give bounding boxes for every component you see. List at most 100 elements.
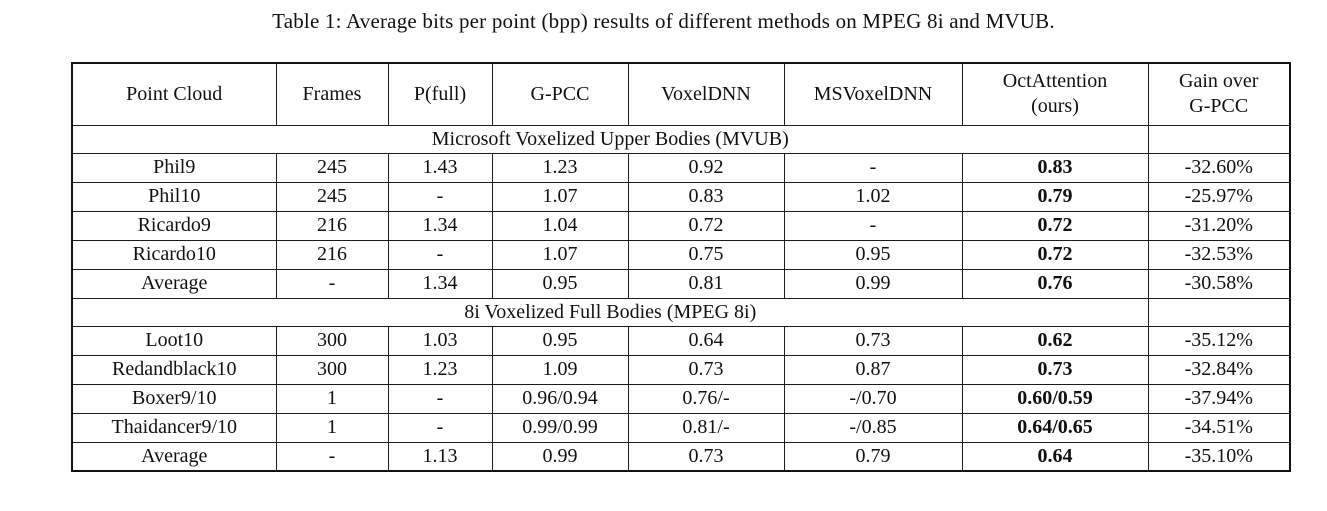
cell: -/0.85 — [783, 412, 963, 443]
cell-gain: -30.58% — [1147, 268, 1291, 299]
cell: - — [783, 210, 963, 241]
col-header-msvoxeldnn: MSVoxelDNN — [783, 62, 963, 126]
cell-gain: -37.94% — [1147, 383, 1291, 414]
cell: 1.07 — [491, 181, 629, 212]
cell: 0.99/0.99 — [491, 412, 629, 443]
cell-gain: -32.60% — [1147, 152, 1291, 183]
cell-octattention: 0.79 — [961, 181, 1149, 212]
cell-octattention: 0.83 — [961, 152, 1149, 183]
cell: 0.81 — [627, 268, 785, 299]
cell: 1.43 — [387, 152, 493, 183]
cell: 0.73 — [627, 441, 785, 472]
cell-octattention: 0.72 — [961, 210, 1149, 241]
cell: 0.83 — [627, 181, 785, 212]
cell: Ricardo9 — [71, 210, 277, 241]
cell-gain: -31.20% — [1147, 210, 1291, 241]
cell-gain: -35.10% — [1147, 441, 1291, 472]
cell: Phil10 — [71, 181, 277, 212]
col-header-p-full: P(full) — [387, 62, 493, 126]
section-header-mpeg8i: 8i Voxelized Full Bodies (MPEG 8i) — [71, 297, 1291, 327]
cell-gain: -32.53% — [1147, 239, 1291, 270]
table-row-phil9: Phil9 245 1.43 1.23 0.92 - 0.83 -32.60% — [71, 152, 1291, 183]
section-empty-cell — [1147, 124, 1291, 154]
cell: Average — [71, 268, 277, 299]
table-row-mpeg8i-average: Average - 1.13 0.99 0.73 0.79 0.64 -35.1… — [71, 441, 1291, 472]
cell: 1.09 — [491, 354, 629, 385]
cell: 1.13 — [387, 441, 493, 472]
cell: 245 — [275, 152, 389, 183]
cell: Loot10 — [71, 325, 277, 356]
table-row-loot10: Loot10 300 1.03 0.95 0.64 0.73 0.62 -35.… — [71, 325, 1291, 356]
cell: 216 — [275, 210, 389, 241]
cell: - — [387, 383, 493, 414]
cell: 0.92 — [627, 152, 785, 183]
cell: 1.02 — [783, 181, 963, 212]
table-row-boxer: Boxer9/10 1 - 0.96/0.94 0.76/- -/0.70 0.… — [71, 383, 1291, 414]
cell: - — [387, 239, 493, 270]
col-header-octattention: OctAttention (ours) — [961, 62, 1149, 126]
cell: 0.99 — [783, 268, 963, 299]
col-header-point-cloud: Point Cloud — [71, 62, 277, 126]
cell: Phil9 — [71, 152, 277, 183]
cell: 0.96/0.94 — [491, 383, 629, 414]
cell: - — [387, 412, 493, 443]
cell: 1.23 — [491, 152, 629, 183]
cell: 0.64 — [627, 325, 785, 356]
cell: Average — [71, 441, 277, 472]
cell: 216 — [275, 239, 389, 270]
table-row-phil10: Phil10 245 - 1.07 0.83 1.02 0.79 -25.97% — [71, 181, 1291, 212]
cell: Redandblack10 — [71, 354, 277, 385]
cell: 1.04 — [491, 210, 629, 241]
cell: 1.23 — [387, 354, 493, 385]
table-row-thaidancer: Thaidancer9/10 1 - 0.99/0.99 0.81/- -/0.… — [71, 412, 1291, 443]
cell: 300 — [275, 354, 389, 385]
section-header-mvub: Microsoft Voxelized Upper Bodies (MVUB) — [71, 124, 1291, 154]
cell-gain: -32.84% — [1147, 354, 1291, 385]
cell-gain: -35.12% — [1147, 325, 1291, 356]
cell-octattention: 0.62 — [961, 325, 1149, 356]
cell: 1 — [275, 412, 389, 443]
cell: 1 — [275, 383, 389, 414]
table-caption: Table 1: Average bits per point (bpp) re… — [272, 9, 1055, 33]
section-empty-cell — [1147, 297, 1291, 327]
cell-octattention: 0.64/0.65 — [961, 412, 1149, 443]
col-header-gain-over-gpcc: Gain over G-PCC — [1147, 62, 1291, 126]
cell: 1.34 — [387, 210, 493, 241]
cell: 0.73 — [627, 354, 785, 385]
cell: -/0.70 — [783, 383, 963, 414]
cell-octattention: 0.64 — [961, 441, 1149, 472]
cell: - — [275, 268, 389, 299]
cell: 300 — [275, 325, 389, 356]
cell: 0.79 — [783, 441, 963, 472]
cell: 0.73 — [783, 325, 963, 356]
cell: 0.87 — [783, 354, 963, 385]
cell-octattention: 0.76 — [961, 268, 1149, 299]
cell: 0.95 — [491, 268, 629, 299]
cell: 0.76/- — [627, 383, 785, 414]
col-header-gpcc: G-PCC — [491, 62, 629, 126]
header-row: Point Cloud Frames P(full) G-PCC VoxelDN… — [71, 62, 1291, 126]
cell: 0.99 — [491, 441, 629, 472]
cell: 0.72 — [627, 210, 785, 241]
cell: 0.95 — [491, 325, 629, 356]
cell: Boxer9/10 — [71, 383, 277, 414]
cell-gain: -34.51% — [1147, 412, 1291, 443]
col-header-frames: Frames — [275, 62, 389, 126]
cell: Ricardo10 — [71, 239, 277, 270]
table-row-mvub-average: Average - 1.34 0.95 0.81 0.99 0.76 -30.5… — [71, 268, 1291, 299]
cell: 0.95 — [783, 239, 963, 270]
results-table: Point Cloud Frames P(full) G-PCC VoxelDN… — [71, 62, 1291, 472]
cell-octattention: 0.60/0.59 — [961, 383, 1149, 414]
cell: 0.75 — [627, 239, 785, 270]
cell: - — [783, 152, 963, 183]
cell: 245 — [275, 181, 389, 212]
cell: Thaidancer9/10 — [71, 412, 277, 443]
cell-octattention: 0.72 — [961, 239, 1149, 270]
cell-gain: -25.97% — [1147, 181, 1291, 212]
col-header-voxeldnn: VoxelDNN — [627, 62, 785, 126]
table-row-ricardo10: Ricardo10 216 - 1.07 0.75 0.95 0.72 -32.… — [71, 239, 1291, 270]
cell: 0.81/- — [627, 412, 785, 443]
cell-octattention: 0.73 — [961, 354, 1149, 385]
cell: - — [387, 181, 493, 212]
table-row-ricardo9: Ricardo9 216 1.34 1.04 0.72 - 0.72 -31.2… — [71, 210, 1291, 241]
